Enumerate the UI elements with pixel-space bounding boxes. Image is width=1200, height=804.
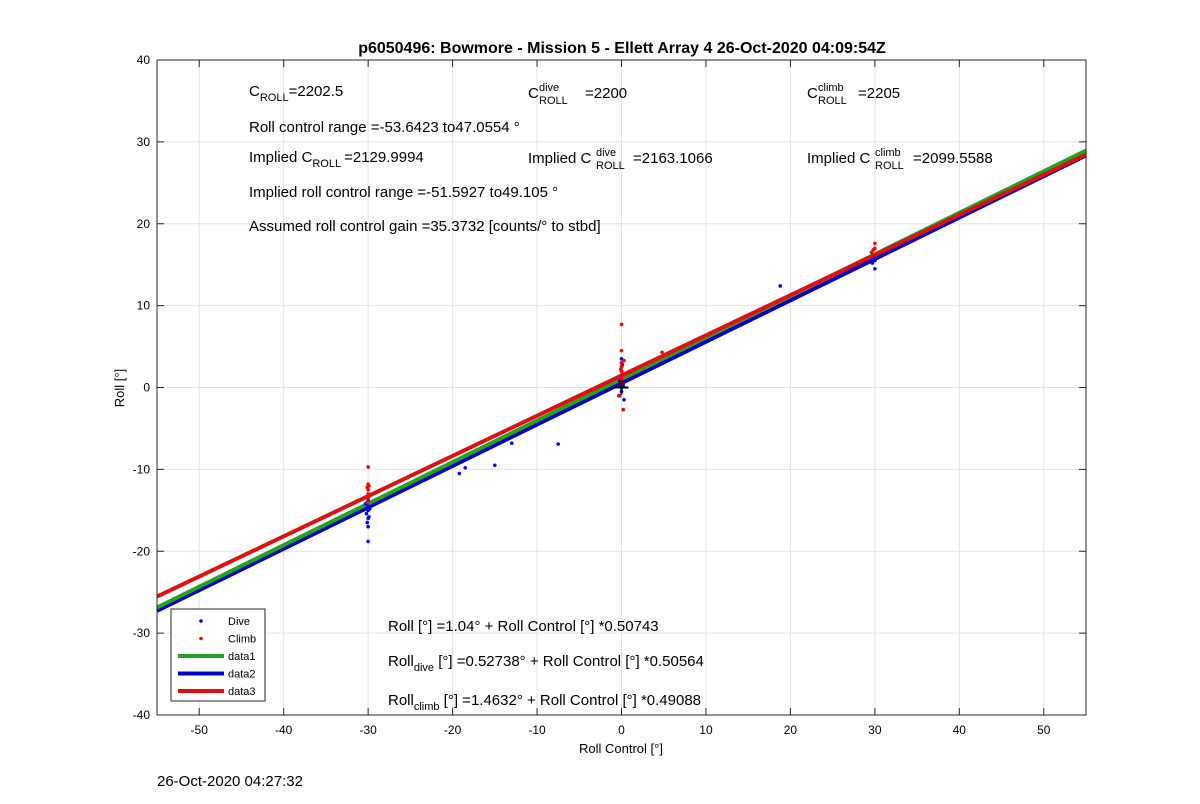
- dive-point: [556, 442, 560, 446]
- annotation-c-roll-dive-value: =2200: [585, 85, 627, 102]
- legend-label-climb: Climb: [228, 634, 256, 646]
- climb-point: [366, 465, 370, 469]
- x-tick-label: 50: [1037, 723, 1051, 737]
- annotation-implied-c-roll: Implied CROLL =2129.9994: [249, 149, 424, 170]
- dive-point: [870, 261, 875, 265]
- climb-point: [622, 358, 626, 363]
- annotation-c-roll-dive: C: [528, 85, 539, 102]
- y-tick-label: -20: [133, 544, 151, 558]
- dive-point: [366, 539, 370, 544]
- x-tick-label: -20: [444, 723, 462, 737]
- annotation-fit-dive: Rolldive [°] =0.52738° + Roll Control [°…: [388, 653, 704, 674]
- chart-title: p6050496: Bowmore - Mission 5 - Ellett A…: [358, 40, 886, 57]
- annotation-implied-dive-sup: dive: [596, 147, 616, 159]
- climb-point: [619, 373, 624, 378]
- annotation-c-roll-climb-value: =2205: [858, 85, 900, 102]
- legend-items: Dive Climb data1 data2 data3: [178, 616, 256, 698]
- climb-point: [619, 377, 624, 382]
- x-tick-label: -10: [528, 723, 546, 737]
- dive-point: [365, 520, 370, 525]
- dive-point: [493, 463, 497, 468]
- x-tick-label: 0: [618, 723, 625, 737]
- legend-label-data2: data2: [228, 669, 256, 681]
- annotation-c-roll-climb-sub: ROLL: [818, 95, 847, 107]
- annotation-c-roll-climb-sup: climb: [818, 82, 844, 94]
- annotation-implied-climb-value: =2099.5588: [913, 150, 993, 167]
- origin-marker: [614, 380, 629, 395]
- annotation-implied-climb-sub: ROLL: [875, 160, 904, 172]
- annotation-implied-c-roll-climb: Implied C: [807, 150, 871, 167]
- climb-point: [619, 348, 624, 353]
- climb-point: [619, 322, 624, 327]
- y-axis-label: Roll [°]: [112, 369, 127, 407]
- dive-point: [873, 266, 877, 271]
- y-tick-label: 0: [143, 381, 150, 395]
- climb-point: [619, 361, 624, 365]
- dive-point: [366, 524, 370, 529]
- annotations: CROLL=2202.5 C dive ROLL =2200 C climb R…: [249, 82, 993, 713]
- climb-point: [873, 241, 877, 246]
- legend-label-data1: data1: [228, 651, 256, 663]
- climb-point: [871, 248, 875, 252]
- legend: Dive Climb data1 data2 data3: [170, 608, 266, 702]
- y-tick-label: 10: [137, 299, 151, 313]
- climb-point: [660, 350, 664, 355]
- y-tick-label: -10: [133, 462, 151, 476]
- y-tick-label: -30: [133, 626, 151, 640]
- y-tick-label: 30: [137, 135, 151, 149]
- climb-point: [618, 367, 623, 372]
- dive-point: [778, 284, 783, 288]
- x-tick-label: 20: [784, 723, 798, 737]
- annotation-c-roll-dive-sup: dive: [539, 82, 559, 94]
- x-tick-label: -40: [275, 723, 293, 737]
- dive-point: [368, 506, 372, 511]
- climb-point: [366, 482, 370, 486]
- dive-point: [873, 258, 877, 263]
- timestamp: 26-Oct-2020 04:27:32: [157, 773, 303, 790]
- annotation-implied-dive-sub: ROLL: [596, 160, 625, 172]
- dive-point: [367, 515, 371, 519]
- annotation-c-roll-climb: C: [807, 85, 818, 102]
- legend-marker-dive: [199, 619, 203, 623]
- annotation-implied-dive-value: =2163.1066: [633, 150, 713, 167]
- dive-point: [622, 397, 626, 402]
- annotation-gain: Assumed roll control gain =35.3732 [coun…: [249, 218, 601, 235]
- legend-marker-climb: [199, 636, 203, 641]
- climb-point: [365, 500, 370, 504]
- annotation-implied-climb-sup: climb: [875, 147, 901, 159]
- dive-point: [463, 465, 468, 470]
- annotation-implied-c-roll-dive: Implied C: [528, 150, 592, 167]
- plot-area: -50 -40 -30 -20 -10 0 10 20 30 40 50 -40 -30 -20 -10 0 1…: [133, 53, 1087, 737]
- axis-ticks: -50 -40 -30 -20 -10 0 10 20 30 40 50 -40 -30 -20 -10 0 1…: [133, 53, 1086, 737]
- annotation-fit-climb: Rollclimb [°] =1.4632° + Roll Control [°…: [388, 692, 701, 713]
- dive-point: [457, 471, 462, 476]
- annotation-implied-range: Implied roll control range =-51.5927 to4…: [249, 184, 558, 201]
- x-tick-label: -50: [191, 723, 209, 737]
- x-tick-label: -30: [359, 723, 377, 737]
- climb-point: [873, 253, 878, 257]
- y-tick-label: 20: [137, 217, 151, 231]
- legend-label-data3: data3: [228, 686, 256, 698]
- x-tick-label: 10: [699, 723, 713, 737]
- annotation-fit-all: Roll [°] =1.04° + Roll Control [°] *0.50…: [388, 618, 659, 635]
- dive-point: [509, 441, 514, 445]
- x-tick-label: 40: [953, 723, 967, 737]
- climb-point: [621, 407, 625, 412]
- dive-point: [364, 511, 369, 516]
- climb-point: [367, 493, 371, 498]
- legend-label-dive: Dive: [228, 616, 250, 628]
- y-tick-label: 40: [137, 53, 151, 67]
- annotation-c-roll: CROLL=2202.5: [249, 83, 343, 104]
- annotation-roll-control-range: Roll control range =-53.6423 to47.0554 °: [249, 119, 520, 136]
- x-tick-label: 30: [868, 723, 882, 737]
- climb-point: [618, 393, 622, 398]
- x-axis-label: Roll Control [°]: [579, 741, 663, 756]
- annotation-c-roll-dive-sub: ROLL: [539, 95, 568, 107]
- y-tick-label: -40: [133, 708, 151, 722]
